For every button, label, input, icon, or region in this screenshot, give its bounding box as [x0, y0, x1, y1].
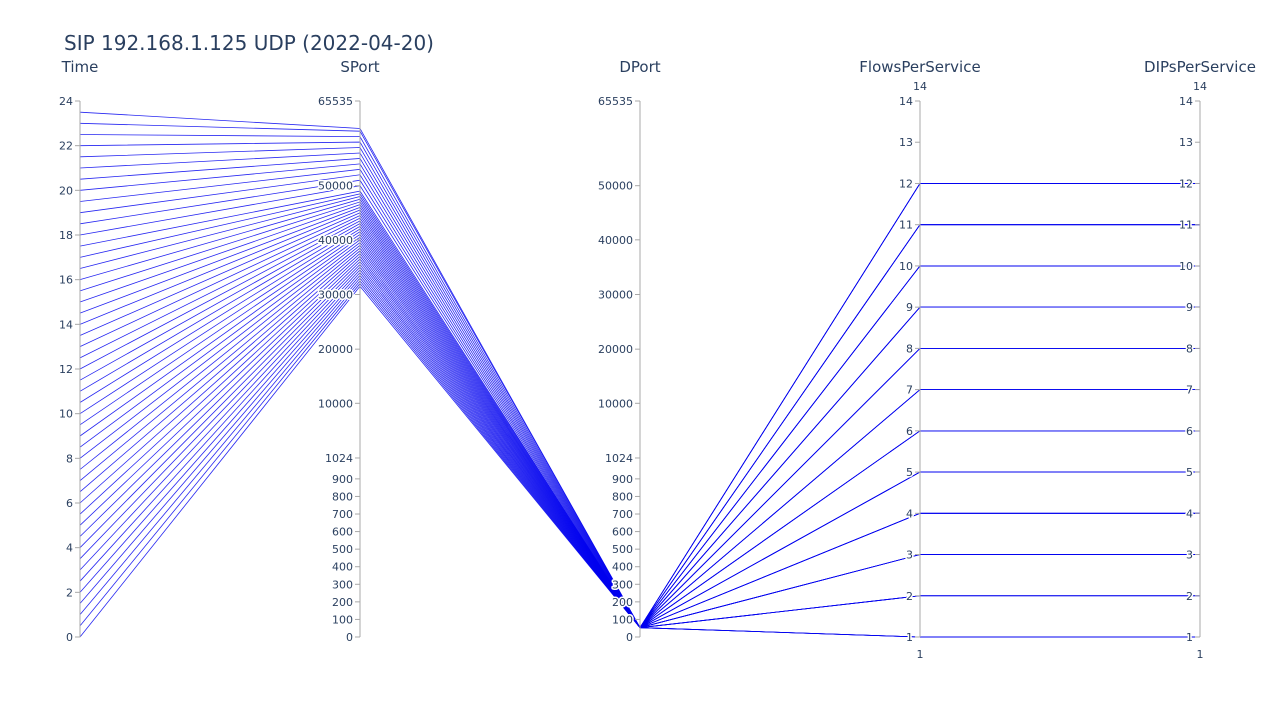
axis-label: FlowsPerService [859, 58, 980, 76]
tick-label: 50000 [318, 180, 353, 193]
tick-label: 20000 [318, 343, 353, 356]
chart-title: SIP 192.168.1.125 UDP (2022-04-20) [64, 31, 434, 55]
tick-label: 12 [59, 363, 73, 376]
tick-label: 5 [906, 466, 913, 479]
tick-label: 1024 [325, 452, 353, 465]
tick-label: 13 [899, 136, 913, 149]
tick-label: 4 [66, 542, 73, 555]
tick-label: 200 [332, 596, 353, 609]
tick-label: 5 [1186, 466, 1193, 479]
tick-label: 800 [332, 490, 353, 503]
axis-label: Time [61, 58, 99, 76]
axis-label: SPort [340, 58, 379, 76]
tick-label: 10 [899, 260, 913, 273]
tick-label: 14 [1179, 95, 1193, 108]
tick-label: 900 [332, 473, 353, 486]
tick-label: 700 [612, 508, 633, 521]
tick-label: 2 [66, 586, 73, 599]
tick-label: 14 [899, 95, 913, 108]
tick-label: 700 [332, 508, 353, 521]
tick-label: 600 [332, 526, 353, 539]
tick-label: 16 [59, 274, 73, 287]
tick-label: 10 [1179, 260, 1193, 273]
tick-label: 11 [1179, 219, 1193, 232]
tick-label: 8 [1186, 342, 1193, 355]
tick-label: 100 [612, 613, 633, 626]
tick-label: 300 [332, 578, 353, 591]
axis-label: DIPsPerService [1144, 58, 1256, 76]
tick-label: 600 [612, 526, 633, 539]
tick-label: 22 [59, 140, 73, 153]
axis-bottom-label: 1 [917, 648, 924, 661]
tick-label: 100 [332, 613, 353, 626]
tick-label: 3 [1186, 549, 1193, 562]
tick-label: 12 [1179, 177, 1193, 190]
tick-label: 8 [66, 452, 73, 465]
tick-label: 50000 [598, 180, 633, 193]
tick-label: 500 [332, 543, 353, 556]
tick-label: 400 [332, 561, 353, 574]
tick-label: 20 [59, 184, 73, 197]
tick-label: 9 [1186, 301, 1193, 314]
tick-label: 0 [346, 631, 353, 644]
axis-top-label: 14 [1193, 80, 1207, 93]
tick-label: 24 [59, 95, 73, 108]
axis-dport: DPort 0 100 200 300 400 500 600 700 800 900 1024 100… [597, 58, 661, 646]
tick-label: 7 [906, 384, 913, 397]
tick-label: 20000 [598, 343, 633, 356]
tick-label: 18 [59, 229, 73, 242]
axis-sport: SPort 0 100 200 300 400 500 600 700 800 900 1024 100… [317, 58, 380, 646]
tick-label: 10 [59, 408, 73, 421]
tick-label: 1 [906, 631, 913, 644]
tick-label: 2 [1186, 590, 1193, 603]
tick-label: 200 [612, 596, 633, 609]
tick-label: 6 [906, 425, 913, 438]
tick-label: 500 [612, 543, 633, 556]
tick-label: 300 [612, 578, 633, 591]
tick-label: 40000 [598, 234, 633, 247]
tick-label: 1024 [605, 452, 633, 465]
tick-label: 9 [906, 301, 913, 314]
axis-label: DPort [619, 58, 660, 76]
tick-label: 4 [1186, 507, 1193, 520]
tick-label: 65535 [318, 95, 353, 108]
tick-label: 2 [906, 590, 913, 603]
tick-label: 8 [906, 342, 913, 355]
tick-label: 12 [899, 177, 913, 190]
tick-label: 30000 [598, 288, 633, 301]
tick-label: 11 [899, 219, 913, 232]
tick-label: 7 [1186, 384, 1193, 397]
tick-label: 10000 [598, 397, 633, 410]
axes: Time024681012141618202224SPort0100200300… [58, 58, 1256, 661]
tick-label: 0 [626, 631, 633, 644]
tick-label: 800 [612, 490, 633, 503]
axis-top-label: 14 [913, 80, 927, 93]
tick-label: 3 [906, 549, 913, 562]
tick-label: 14 [59, 318, 73, 331]
tick-label: 6 [66, 497, 73, 510]
axis-bottom-label: 1 [1197, 648, 1204, 661]
tick-label: 65535 [598, 95, 633, 108]
tick-label: 6 [1186, 425, 1193, 438]
tick-label: 1 [1186, 631, 1193, 644]
tick-label: 30000 [318, 288, 353, 301]
tick-label: 400 [612, 561, 633, 574]
tick-label: 10000 [318, 397, 353, 410]
tick-label: 4 [906, 507, 913, 520]
tick-label: 13 [1179, 136, 1193, 149]
tick-label: 0 [66, 631, 73, 644]
tick-label: 900 [612, 473, 633, 486]
tick-label: 40000 [318, 234, 353, 247]
